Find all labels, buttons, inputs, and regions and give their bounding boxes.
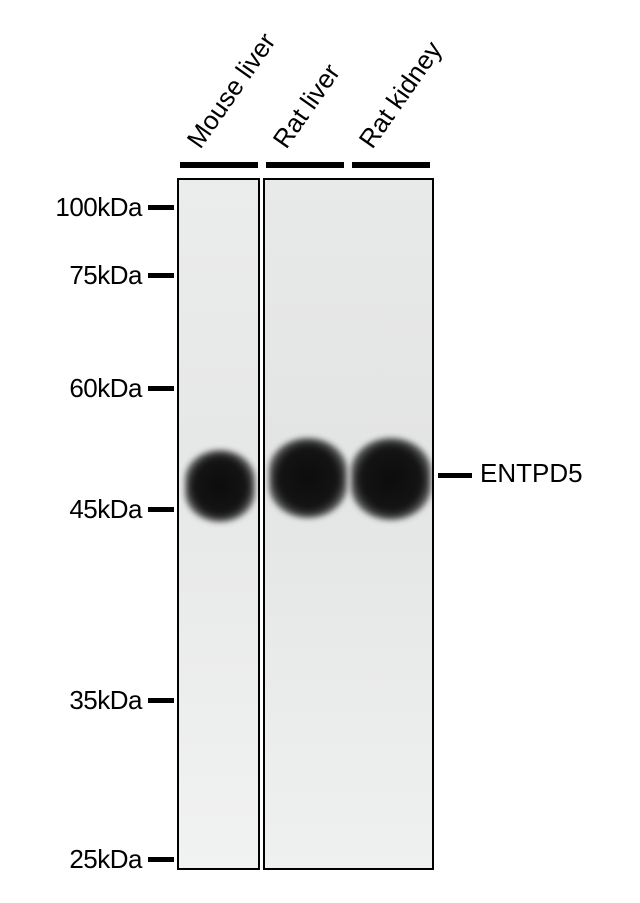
lane-label: Rat liver xyxy=(267,58,347,154)
lane-bar xyxy=(352,162,430,168)
protein-band xyxy=(185,450,255,522)
lane-bar xyxy=(266,162,344,168)
mw-marker-label: 25kDa xyxy=(69,844,142,875)
mw-marker-tick xyxy=(148,507,174,512)
lane-label: Rat kidney xyxy=(353,36,449,154)
mw-marker-tick xyxy=(148,698,174,703)
mw-marker-label: 60kDa xyxy=(69,373,142,404)
mw-marker-label: 75kDa xyxy=(69,260,142,291)
blot-panel-2 xyxy=(263,178,434,870)
western-blot-figure: Mouse liver Rat liver Rat kidney 100kDa … xyxy=(0,0,640,903)
mw-marker-tick xyxy=(148,386,174,391)
lane-bar xyxy=(180,162,258,168)
mw-marker-tick xyxy=(148,857,174,862)
blot-panel-1 xyxy=(177,178,260,870)
protein-name-label: ENTPD5 xyxy=(480,458,583,489)
protein-band xyxy=(269,438,347,518)
mw-marker-tick xyxy=(148,273,174,278)
mw-marker-tick xyxy=(148,205,174,210)
mw-marker-label: 100kDa xyxy=(55,192,142,223)
blot-background xyxy=(265,180,432,868)
mw-marker-label: 45kDa xyxy=(69,494,142,525)
blot-background xyxy=(179,180,258,868)
mw-marker-label: 35kDa xyxy=(69,685,142,716)
protein-label-tick xyxy=(438,473,472,478)
protein-band xyxy=(351,438,431,520)
